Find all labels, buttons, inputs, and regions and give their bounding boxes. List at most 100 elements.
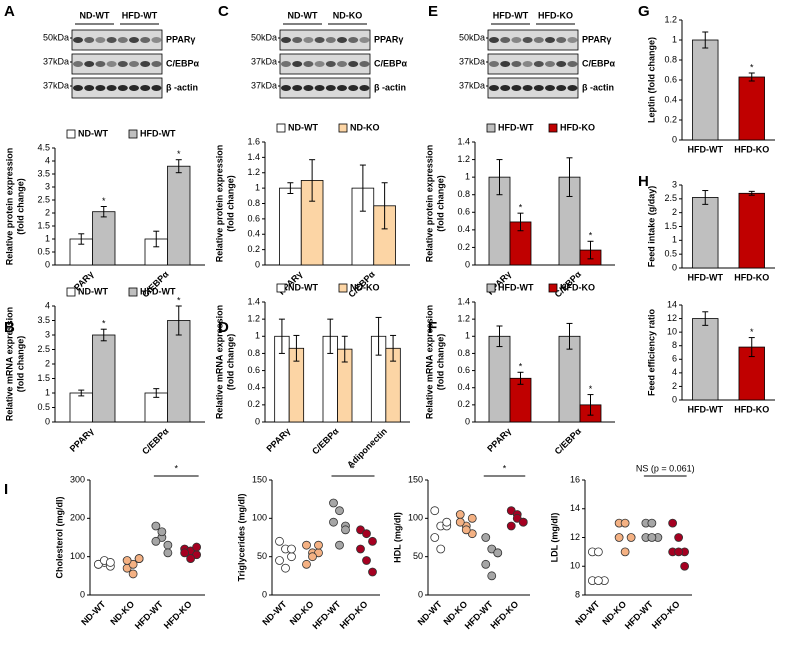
data-point [362, 529, 371, 539]
blot-strip [487, 29, 579, 51]
data-point [287, 552, 296, 562]
y-tick-label: 3 [45, 329, 50, 339]
data-point [481, 533, 491, 542]
y-tick-label: 8 [575, 589, 580, 599]
y-tick-label: 2.5 [37, 194, 50, 204]
data-point [275, 556, 284, 565]
error-bar [78, 233, 85, 245]
data-point [308, 552, 317, 562]
data-point [341, 525, 350, 535]
blot-band [117, 85, 128, 91]
blot-band [281, 85, 291, 91]
blot-band [314, 61, 325, 67]
significance-mark: * [750, 327, 754, 337]
y-tick-label: 0.4 [457, 382, 470, 392]
y-tick-label: 1.2 [247, 314, 260, 324]
bar [488, 335, 511, 423]
blot-band [348, 85, 359, 91]
x-tick-label: HFD-WT [310, 599, 343, 632]
y-tick-label: 0.2 [247, 399, 260, 409]
blot-protein: PPARγ [582, 34, 611, 44]
legend-swatch [486, 283, 496, 293]
y-tick-label: 2 [672, 381, 677, 391]
legend-swatch [66, 129, 76, 139]
blot-band [106, 61, 117, 67]
y-tick-label: 0.8 [247, 348, 260, 358]
y-axis-label: (fold change) [225, 175, 235, 232]
blot-marker: 50kDa [43, 32, 69, 42]
blot-band [95, 37, 106, 43]
y-tick-label: 4 [45, 300, 50, 310]
data-point [122, 556, 132, 565]
legend-label: HFD-WT [140, 128, 176, 138]
y-tick-label: 1 [45, 233, 50, 243]
error-bar [587, 240, 594, 260]
panel-label: I [4, 481, 8, 498]
significance-mark: * [519, 362, 523, 372]
blot-strip [279, 29, 371, 51]
data-point [620, 518, 630, 528]
y-tick-label: 0.2 [247, 244, 260, 254]
significance-mark: * [177, 295, 181, 305]
error-bar [566, 157, 573, 197]
y-tick-label: 3 [672, 179, 677, 189]
blot-band [325, 85, 336, 91]
blot-group: ND-WT [80, 10, 110, 20]
blot-marker: 50kDa [459, 32, 485, 42]
blot-protein: β -actin [582, 82, 614, 92]
y-axis-label: HDL (mg/dl) [392, 512, 402, 563]
y-tick-label: 1.4 [457, 296, 470, 306]
y-tick-label: 0.4 [664, 94, 677, 104]
blot-band [292, 37, 303, 43]
bar [69, 392, 93, 423]
data-point [368, 567, 377, 577]
data-point [335, 506, 344, 516]
data-point [163, 540, 173, 550]
data-point [674, 547, 684, 557]
y-tick-label: 0 [465, 416, 470, 426]
data-point [455, 517, 465, 527]
data-point [275, 536, 284, 546]
legend-label: ND-WT [288, 122, 318, 132]
blot-strip [487, 53, 579, 75]
bar [738, 192, 765, 269]
bar [738, 76, 765, 141]
blot-band [129, 85, 139, 91]
y-tick-label: 1.5 [37, 220, 50, 230]
error-bar [496, 159, 503, 196]
y-tick-label: 14 [570, 503, 580, 513]
blot-band [303, 85, 314, 91]
y-tick-label: 0.4 [457, 224, 470, 234]
blot-band [511, 61, 522, 67]
significance-label: * [351, 463, 355, 473]
blot-marker: 37kDa [43, 80, 69, 90]
y-tick-label: 1 [45, 387, 50, 397]
y-tick-label: 1.4 [247, 152, 260, 162]
significance-label: NS (p = 0.061) [636, 463, 695, 473]
blot-band [522, 61, 533, 67]
y-tick-label: 0.2 [664, 114, 677, 124]
blot-marker: 37kDa [251, 56, 277, 66]
y-tick-label: 0.5 [664, 249, 677, 259]
data-point [151, 521, 161, 531]
x-tick-label: HFD-KO [338, 599, 370, 631]
error-bar [278, 318, 285, 354]
blot-marker: 37kDa [251, 80, 277, 90]
y-tick-label: 0.6 [457, 365, 470, 375]
legend-swatch [276, 123, 286, 133]
y-axis-label: Relative protein expression [424, 145, 434, 263]
blot-band [337, 61, 347, 67]
blot-strip [279, 77, 371, 99]
data-point [356, 544, 365, 554]
blot-band [151, 37, 162, 43]
y-tick-label: 0.8 [457, 189, 470, 199]
significance-mark: * [750, 62, 754, 72]
legend-label: ND-WT [78, 128, 108, 138]
bar [692, 39, 719, 141]
data-point [620, 547, 630, 557]
y-tick-label: 0 [45, 259, 50, 269]
blot-band [511, 85, 522, 91]
y-axis-label: (fold change) [435, 175, 445, 232]
x-tick-label: HFD-WT [688, 404, 724, 414]
data-point [329, 498, 338, 508]
